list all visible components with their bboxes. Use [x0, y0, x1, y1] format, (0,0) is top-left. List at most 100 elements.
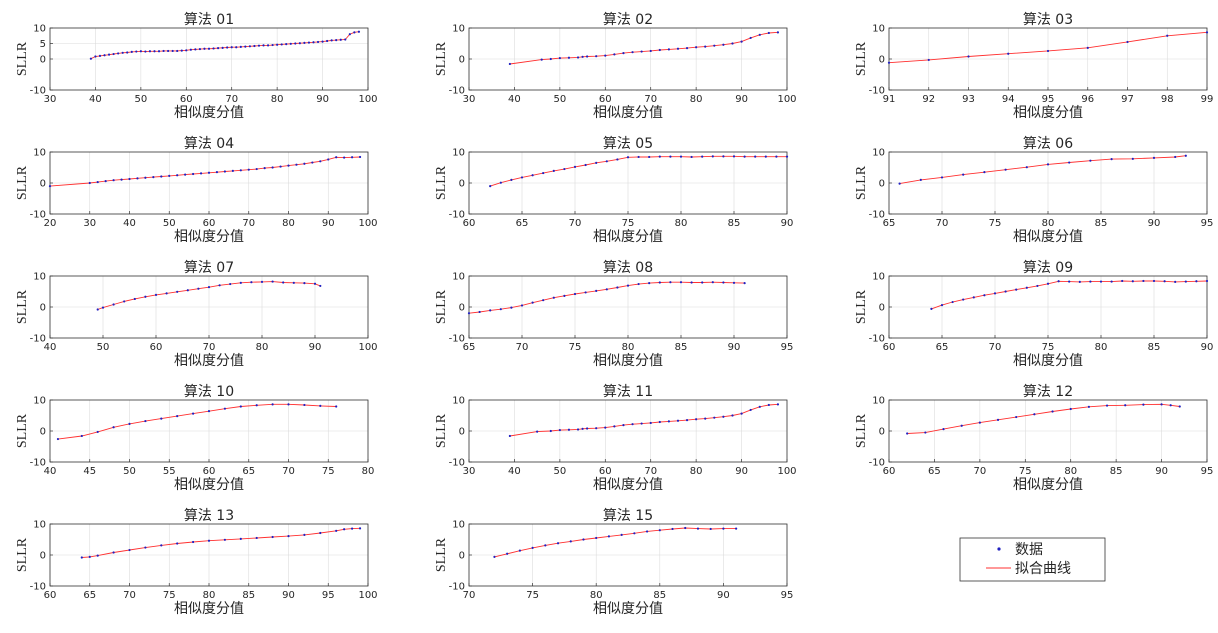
- data-point: [767, 31, 770, 35]
- data-point: [508, 434, 511, 438]
- data-point: [292, 281, 295, 284]
- y-axis-label: SLLR: [854, 165, 869, 200]
- x-tick-label: 92: [922, 94, 935, 105]
- data-point: [319, 284, 322, 288]
- data-point: [940, 304, 944, 307]
- data-point: [648, 155, 651, 159]
- data-point: [544, 544, 547, 547]
- x-tick-label: 75: [569, 342, 582, 353]
- data-point: [518, 549, 521, 552]
- data-point: [671, 527, 674, 531]
- x-tick-label: 90: [1155, 466, 1168, 477]
- data-point: [303, 533, 306, 536]
- data-point: [162, 49, 165, 53]
- x-tick-label: 80: [1042, 218, 1055, 229]
- legend-fit-label: 拟合曲线: [1015, 561, 1071, 577]
- data-point: [103, 54, 106, 57]
- x-tick-label: 75: [989, 218, 1002, 229]
- data-point: [978, 421, 981, 424]
- x-tick-label: 98: [1161, 94, 1174, 105]
- data-point: [1057, 280, 1060, 283]
- data-point: [758, 33, 761, 36]
- y-axis-label: SLLR: [434, 289, 449, 324]
- data-point: [285, 43, 288, 46]
- x-axis-label: 相似度分值: [1013, 229, 1083, 245]
- data-point: [531, 174, 534, 177]
- data-point: [749, 36, 752, 40]
- data-point: [942, 428, 945, 431]
- data-point: [160, 175, 163, 178]
- subplot-13: 60 65 70 75 80 85 90 95 100 -10 0 10 算法 13 相似度分值 SLLR: [15, 508, 378, 617]
- data-point: [88, 181, 91, 185]
- data-point: [713, 416, 716, 419]
- data-point: [1025, 286, 1028, 289]
- x-tick-label: 99: [1201, 94, 1214, 105]
- x-tick-label: 30: [463, 94, 476, 105]
- data-point: [658, 281, 661, 284]
- data-point: [1068, 161, 1071, 164]
- data-point: [244, 45, 247, 48]
- y-tick-label: 0: [459, 179, 465, 190]
- data-point: [640, 50, 643, 53]
- data-point: [112, 303, 115, 306]
- data-point: [207, 286, 211, 289]
- y-tick-label: -10: [30, 582, 46, 593]
- subplot-1: 30 40 50 60 70 80 90 100 -10 0 5 10 算法 01 相似度分值 SLLR: [15, 12, 378, 121]
- data-point: [887, 61, 891, 64]
- data-point: [263, 167, 266, 170]
- x-tick-label: 80: [1095, 342, 1108, 353]
- subplot-title: 算法 01: [184, 12, 234, 28]
- y-axis-label: SLLR: [15, 289, 30, 324]
- data-point: [584, 163, 587, 167]
- data-point: [1110, 280, 1113, 283]
- data-point: [658, 155, 661, 158]
- data-point: [239, 281, 242, 284]
- data-point: [348, 33, 351, 36]
- data-point: [339, 38, 342, 41]
- x-tick-label: 70: [936, 218, 949, 229]
- x-tick-label: 60: [44, 590, 57, 601]
- data-point: [1015, 288, 1018, 291]
- x-tick-label: 95: [1201, 466, 1214, 477]
- data-point: [104, 180, 107, 183]
- data-point: [1126, 40, 1129, 44]
- subplot-title: 算法 11: [603, 384, 653, 400]
- data-point: [294, 42, 297, 45]
- data-point: [1004, 168, 1007, 171]
- y-axis-label: SLLR: [854, 41, 869, 76]
- x-tick-label: 60: [150, 342, 163, 353]
- data-point: [207, 410, 211, 413]
- data-point: [239, 45, 242, 49]
- data-point: [271, 403, 274, 406]
- x-tick-label: 91: [883, 94, 896, 105]
- data-point: [906, 432, 909, 435]
- x-tick-label: 96: [1081, 94, 1094, 105]
- data-point: [167, 49, 170, 53]
- x-tick-label: 90: [781, 218, 794, 229]
- data-point: [98, 54, 102, 58]
- data-point: [576, 56, 580, 59]
- data-point: [271, 280, 274, 283]
- legend-data-marker: [997, 547, 1001, 551]
- subplot-title: 算法 08: [603, 260, 653, 276]
- data-point: [776, 31, 780, 34]
- data-point: [215, 171, 219, 174]
- x-tick-label: 90: [717, 590, 730, 601]
- data-point: [176, 290, 179, 293]
- subplot-title: 算法 09: [1023, 260, 1073, 276]
- data-point: [731, 42, 734, 45]
- data-point: [107, 53, 111, 56]
- x-tick-label: 93: [962, 94, 975, 105]
- y-tick-label: 10: [452, 396, 465, 407]
- data-point: [898, 182, 901, 185]
- y-tick-label: 0: [879, 179, 885, 190]
- x-tick-label: 85: [1148, 342, 1161, 353]
- y-tick-label: 0: [459, 551, 465, 562]
- data-point: [80, 434, 83, 438]
- y-axis-label: SLLR: [15, 41, 30, 76]
- x-tick-label: 95: [1201, 218, 1214, 229]
- data-point: [732, 155, 736, 158]
- y-axis-label: SLLR: [434, 41, 449, 76]
- data-point: [569, 540, 572, 543]
- data-point: [558, 428, 561, 432]
